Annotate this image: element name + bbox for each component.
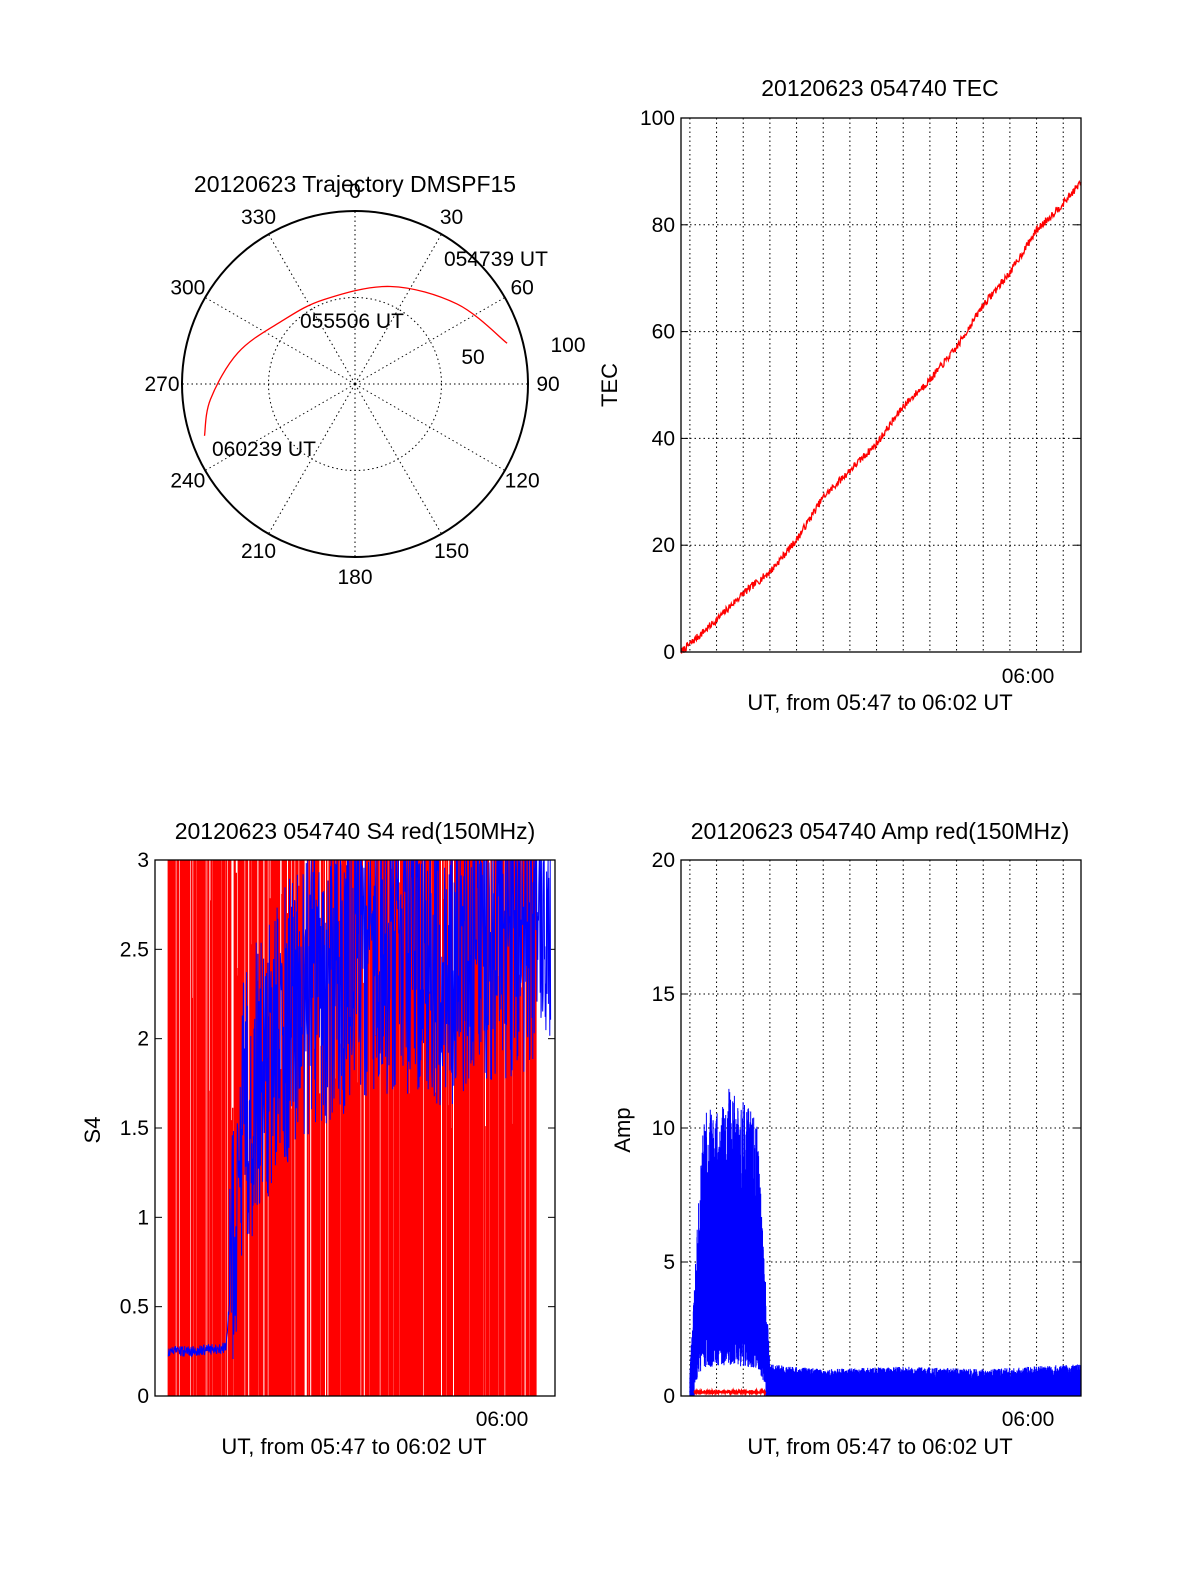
amp-title: 20120623 054740 Amp red(150MHz)	[691, 818, 1069, 844]
tec-ytick-0: 0	[663, 641, 675, 664]
tec-plot-frame	[680, 117, 1082, 653]
azimuth-label-180: 180	[337, 566, 372, 589]
polar-spoke-300	[204, 297, 356, 385]
s4-blue-series	[167, 859, 552, 1360]
annotation-mid-time: 055506 UT	[300, 310, 404, 333]
azimuth-label-300: 300	[170, 277, 205, 300]
tec-series-line	[680, 179, 1082, 654]
tec-ytick-80: 80	[652, 214, 675, 237]
polar-spoke-150	[354, 383, 442, 535]
s4-ytick-2: 2	[137, 1028, 149, 1051]
polar-spoke-240	[204, 383, 356, 471]
polar-outer-ring	[181, 210, 529, 558]
polar-spoke-210	[268, 383, 356, 535]
amp-blue-series	[689, 1088, 1082, 1396]
s4-title: 20120623 054740 S4 red(150MHz)	[175, 818, 536, 844]
s4-ytick-2_5: 2.5	[120, 938, 149, 961]
s4-xtick-0600: 06:00	[476, 1408, 529, 1431]
amp-ytick-15: 15	[652, 983, 675, 1006]
s4-red-series	[167, 860, 537, 1396]
amp-plot-frame	[680, 859, 1082, 1397]
tec-ytick-60: 60	[652, 321, 675, 344]
s4-ytick-1: 1	[137, 1206, 149, 1229]
s4-ytick-1_5: 1.5	[120, 1117, 149, 1140]
azimuth-label-240: 240	[170, 470, 205, 493]
trajectory-track	[203, 285, 508, 436]
tec-ytick-100: 100	[640, 107, 675, 130]
radial-label-100: 100	[550, 334, 585, 357]
azimuth-label-30: 30	[440, 206, 463, 229]
amp-ytick-5: 5	[663, 1251, 675, 1274]
polar-spoke-30	[354, 233, 442, 385]
tec-ylabel: TEC	[597, 363, 622, 407]
annotation-end-time: 060239 UT	[212, 438, 316, 461]
tec-ytick-40: 40	[652, 427, 675, 450]
s4-ylabel: S4	[80, 1117, 105, 1144]
azimuth-label-0: 0	[349, 180, 361, 203]
azimuth-label-150: 150	[434, 540, 469, 563]
amp-ytick-10: 10	[652, 1117, 675, 1140]
s4-chart: 20120623 054740 S4 red(150MHz) 0 0.5 1 1.5 2…	[80, 818, 556, 1459]
trajectory-polar-chart: 20120623 Trajectory DMSPF15 0 30 60 90 120 15…	[144, 171, 585, 589]
azimuth-label-90: 90	[536, 373, 559, 396]
s4-xlabel: UT, from 05:47 to 06:02 UT	[221, 1434, 486, 1459]
trajectory-title: 20120623 Trajectory DMSPF15	[194, 171, 516, 197]
s4-plot-frame	[154, 859, 556, 1397]
amp-red-series	[693, 1387, 767, 1397]
s4-ytick-0: 0	[137, 1385, 149, 1408]
amp-ylabel: Amp	[610, 1107, 635, 1152]
azimuth-label-210: 210	[241, 540, 276, 563]
polar-spoke-60	[354, 297, 506, 385]
amp-ytick-0: 0	[663, 1385, 675, 1408]
azimuth-label-330: 330	[241, 206, 276, 229]
amp-xtick-0600: 06:00	[1002, 1408, 1055, 1431]
radial-label-50: 50	[461, 346, 484, 369]
azimuth-label-270: 270	[144, 373, 179, 396]
azimuth-label-60: 60	[510, 277, 533, 300]
tec-xtick-0600: 06:00	[1002, 665, 1055, 688]
tec-xlabel: UT, from 05:47 to 06:02 UT	[747, 690, 1012, 715]
polar-spoke-330	[268, 233, 356, 385]
tec-title: 20120623 054740 TEC	[761, 75, 998, 101]
annotation-start-time: 054739 UT	[444, 248, 548, 271]
s4-ytick-3: 3	[137, 849, 149, 872]
amp-xlabel: UT, from 05:47 to 06:02 UT	[747, 1434, 1012, 1459]
amp-chart: 20120623 054740 Amp red(150MHz) 0 5 10 15 20…	[610, 818, 1082, 1459]
amp-ytick-20: 20	[652, 849, 675, 872]
tec-ytick-20: 20	[652, 534, 675, 557]
tec-chart: 20120623 054740 TEC 0 20 40 60 80 100 06:00 U…	[597, 75, 1082, 715]
polar-spoke-120	[354, 383, 506, 471]
azimuth-label-120: 120	[505, 470, 540, 493]
s4-ytick-0_5: 0.5	[120, 1296, 149, 1319]
